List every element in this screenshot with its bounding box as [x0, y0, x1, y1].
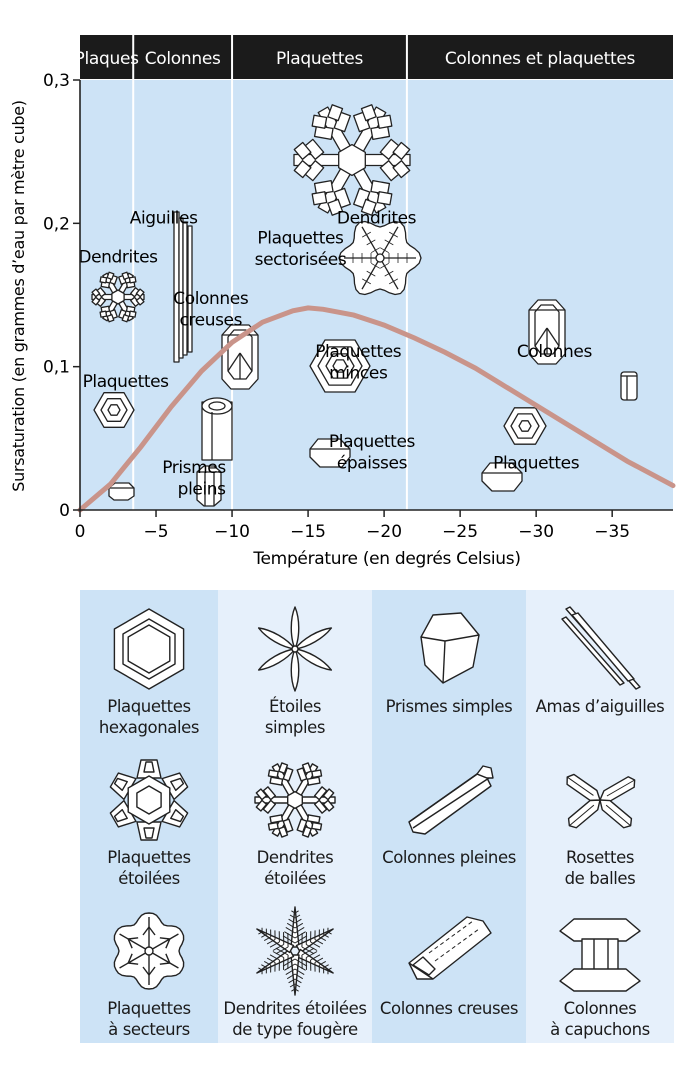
small-column-icon [620, 371, 638, 401]
x-tick-label: −15 [290, 522, 326, 542]
annotation: Colonnes [517, 342, 593, 362]
gallery-column: Plaquettes hexagonales Plaquettes étoilées P… [80, 590, 218, 1043]
gallery-column: Amas d’aiguilles Rosettes de balles Colonne… [526, 590, 674, 1043]
sectored-plate-icon [113, 912, 185, 990]
gallery-item-label: Colonnes à capuchons [550, 999, 650, 1039]
x-tick-label: −10 [214, 522, 250, 542]
small-prism-icon [108, 482, 135, 501]
gallery-item-label: Dendrites étoilées de type fougère [223, 999, 367, 1039]
annotation: Dendrites [337, 209, 417, 229]
annotation: sectorisées [255, 250, 347, 270]
fernlike-dendrite-icon [256, 906, 334, 996]
stellar-plate-icon [109, 759, 189, 841]
plate-right-icon [503, 407, 547, 445]
needle-cluster-icon [561, 606, 641, 690]
crystal-habit-chart: Plaques Colonnes Plaquettes Colonnes et pla… [9, 35, 676, 569]
thick-plate-icon [309, 438, 351, 468]
x-tick-label: 0 [75, 522, 86, 542]
gallery-item: Rosettes de balles [526, 741, 674, 892]
y-tick-label: 0,3 [43, 71, 70, 91]
band-separators [132, 35, 408, 79]
annotation: minces [329, 363, 388, 383]
prism-icon [196, 465, 222, 507]
gallery-item-label: Prismes simples [385, 697, 513, 716]
x-ticks: 0 −5 −10 −15 −20 −25 −30 −35 [75, 510, 630, 542]
annotations: DendritesAiguillesDendritesPlaquettessec… [78, 209, 592, 500]
gallery-item-label: Dendrites étoilées [256, 848, 334, 888]
gallery-column: Prismes simples Colonnes pleines Colonnes … [372, 590, 526, 1043]
x-tick-label: −25 [442, 522, 478, 542]
gallery-item: Dendrites étoilées [218, 741, 372, 892]
y-tick-label: 0 [59, 501, 70, 521]
sectored-plate-icon [338, 220, 422, 296]
saturation-curve [77, 305, 676, 513]
gallery-item-label: Colonnes creuses [379, 999, 519, 1018]
gallery-item-label: Colonnes pleines [382, 848, 516, 867]
needles-icon [173, 211, 193, 363]
small-dendrite-icon [91, 271, 145, 323]
bullet-rosette-icon [566, 773, 636, 829]
gallery-item: Prismes simples [372, 590, 526, 741]
annotation: Dendrites [78, 247, 158, 267]
band-labels: Plaques Colonnes Plaquettes Colonnes et pla… [75, 49, 636, 69]
thick-plate-right-icon [481, 462, 523, 492]
large-dendrite-icon [293, 104, 411, 216]
annotation: Prismes [162, 458, 226, 478]
gallery-item-label: Amas d’aiguilles [535, 697, 665, 716]
annotation: Plaquettes [493, 454, 580, 474]
gallery-item: Plaquettes étoilées [80, 741, 218, 892]
gallery-item-label: Rosettes de balles [564, 848, 636, 888]
chart-crystals [91, 104, 638, 507]
band-label: Colonnes [145, 49, 221, 69]
annotation: Plaquettes [329, 432, 416, 452]
x-tick-label: −5 [143, 522, 168, 542]
y-tick-label: 0,2 [43, 214, 70, 234]
gallery-item: Colonnes creuses [372, 892, 526, 1043]
y-tick-label: 0,1 [43, 358, 70, 378]
gallery-item-label: Plaquettes à secteurs [107, 999, 191, 1039]
solid-column-icon [408, 765, 494, 835]
gallery-item-label: Étoiles simples [264, 697, 326, 737]
x-tick-label: −20 [366, 522, 402, 542]
band-header [80, 35, 673, 79]
annotation: creuses [179, 310, 242, 330]
gallery-item: Amas d’aiguilles [526, 590, 674, 741]
stellar-dendrite-icon [254, 762, 336, 838]
y-ticks: 0 0,1 0,2 0,3 [43, 71, 80, 521]
hollow-column-right-icon [528, 299, 566, 365]
gallery-item-label: Plaquettes étoilées [107, 848, 191, 888]
annotation: pleins [178, 480, 226, 500]
y-axis-label: Sursaturation (en grammes d’eau par mètr… [9, 100, 28, 492]
x-tick-label: −30 [518, 522, 554, 542]
band-label: Colonnes et plaquettes [445, 49, 636, 69]
gallery-item-label: Plaquettes hexagonales [98, 697, 200, 737]
simple-star-icon [257, 606, 333, 692]
capped-column-icon [559, 918, 641, 992]
hexagonal-plate-icon [113, 608, 185, 690]
crystal-gallery: Plaquettes hexagonales Plaquettes étoilées P… [80, 590, 674, 1043]
x-axis-label: Température (en degrés Celsius) [252, 549, 520, 569]
gallery-item: Dendrites étoilées de type fougère [218, 892, 372, 1043]
plate-left-icon [93, 392, 135, 428]
gallery-item: Plaquettes à secteurs [80, 892, 218, 1043]
gallery-item: Étoiles simples [218, 590, 372, 741]
annotation: Plaquettes [315, 342, 402, 362]
annotation: Aiguilles [130, 209, 198, 229]
annotation: Plaquettes [83, 372, 170, 392]
solid-column-icon [201, 397, 233, 461]
gallery-column: Étoiles simples Dendrites étoilées Dendrites… [218, 590, 372, 1043]
band-label: Plaques [75, 49, 140, 69]
gallery-item: Colonnes pleines [372, 741, 526, 892]
simple-prism-icon [420, 612, 480, 684]
thin-plate-icon [309, 339, 371, 393]
band-label: Plaquettes [276, 49, 364, 69]
annotation: Colonnes [173, 289, 249, 309]
x-tick-label: −35 [594, 522, 630, 542]
gallery-item: Colonnes à capuchons [526, 892, 674, 1043]
annotation: épaisses [337, 454, 408, 474]
annotation: Plaquettes [257, 229, 344, 249]
hollow-column-icon [408, 916, 492, 980]
gallery-item: Plaquettes hexagonales [80, 590, 218, 741]
